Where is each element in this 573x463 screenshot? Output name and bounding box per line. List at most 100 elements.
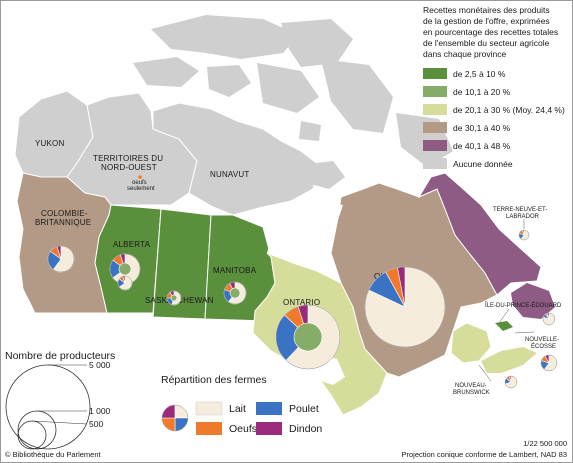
legend-label-30-40: de 30,1 à 40 %	[453, 123, 511, 133]
legend-label-2-10: de 2,5 à 10 %	[453, 69, 506, 79]
label-bc-1: COLOMBIE-	[41, 209, 88, 218]
label-nl-1: TERRE-NEUVE-ET-	[493, 207, 547, 213]
farm-legend: Répartition des fermes Lait Poulet Oeufs…	[161, 374, 322, 435]
label-nwt-2: NORD-OUEST	[101, 163, 157, 172]
pie-outline	[166, 290, 182, 306]
producers-500: 500	[89, 419, 103, 429]
swatch-oeufs	[196, 422, 222, 435]
pie-outline	[364, 266, 446, 348]
legend-title-5: dans chaque province	[423, 49, 506, 59]
swatch-10-20	[423, 86, 447, 97]
arctic-island	[207, 65, 251, 97]
pie-quebec	[364, 266, 446, 348]
legend-title-2: de la gestion de l'offre, exprimées	[423, 16, 550, 26]
label-nwt-1: TERRITOIRES DU	[93, 154, 163, 163]
swatch-lait	[195, 401, 223, 416]
legend-title-1: Recettes monétaires des produits	[423, 5, 550, 15]
label-nwt-note-1: oeufs	[132, 180, 147, 186]
label-nwt-note-2: seulement	[127, 186, 155, 192]
arctic-island	[133, 57, 199, 87]
region-pei	[495, 321, 513, 331]
share-legend: Recettes monétaires des produits de la g…	[423, 5, 565, 169]
legend-label-10-20: de 10,1 à 20 %	[453, 87, 511, 97]
label-yukon: YUKON	[35, 139, 64, 148]
arctic-island	[257, 63, 319, 113]
producers-1000: 1 000	[89, 406, 111, 416]
circle-1000	[17, 410, 57, 450]
pie-outline	[518, 229, 530, 241]
pie-alberta-small	[117, 275, 133, 291]
legend-lait: Lait	[229, 403, 246, 415]
producers-legend-title: Nombre de producteurs	[5, 350, 115, 362]
farm-legend-title: Répartition des fermes	[161, 374, 267, 386]
label-pei: ÎLE-DU-PRINCE-ÉDOUARD	[484, 302, 562, 309]
projection: Projection conique conforme de Lambert, …	[401, 450, 567, 459]
label-ontario: ONTARIO	[283, 298, 320, 307]
region-nb	[450, 322, 492, 364]
region-labrador	[417, 172, 542, 296]
pie-nl	[518, 229, 530, 241]
pie-manitoba	[223, 281, 247, 305]
arctic-island	[321, 59, 393, 133]
leader-lines	[478, 219, 535, 382]
label-nl-2: LABRADOR	[506, 214, 540, 220]
pie-outline	[47, 245, 75, 273]
circle-500	[17, 420, 47, 450]
swatch-40-48	[423, 140, 447, 151]
pie-saskatchewan	[166, 290, 182, 306]
pie-outline	[542, 312, 556, 326]
pie-hole	[293, 322, 323, 352]
legend-title-4: de l'ensemble du secteur agricole	[423, 38, 550, 48]
eggs-marker-nwt	[138, 175, 142, 179]
legend-poulet: Poulet	[289, 403, 319, 415]
arctic-island	[151, 15, 299, 59]
producers-legend: Nombre de producteurs 5 000 1 000 500	[5, 350, 115, 450]
pie-hole	[118, 262, 132, 276]
pie-bc	[47, 245, 75, 273]
pie-pei	[542, 312, 556, 326]
legend-oeufs: Oeufs	[229, 423, 257, 435]
pie-legend-sample	[161, 404, 189, 432]
pie-outline	[275, 304, 341, 370]
pie-hole	[229, 287, 241, 299]
arctic-island	[299, 121, 321, 141]
pie-ontario	[275, 304, 341, 370]
label-nb-1: NOUVEAU-	[455, 383, 487, 389]
legend-label-no-data: Aucune donnée	[453, 159, 513, 169]
pie-ns	[540, 354, 558, 372]
region-ns	[481, 347, 537, 373]
label-ns-2: ÉCOSSE	[531, 343, 556, 350]
arctic-island	[281, 19, 353, 67]
hudson-bay	[263, 201, 343, 283]
swatch-2-10	[423, 68, 447, 79]
swatch-20-30	[423, 104, 447, 115]
label-alberta: ALBERTA	[113, 240, 151, 249]
label-ns-1: NOUVELLE-	[525, 337, 559, 343]
pie-hole	[170, 294, 178, 302]
pie-nb	[504, 375, 518, 389]
label-nb-2: BRUNSWICK	[453, 390, 490, 396]
region-newfoundland	[511, 283, 555, 319]
swatch-no-data	[423, 158, 447, 169]
region-nunavut	[152, 102, 320, 216]
copyright: © Bibliothèque du Parlement	[5, 450, 102, 459]
legend-label-20-30: de 20,1 à 30 % (Moy. 24,4 %)	[453, 105, 565, 115]
label-nunavut: NUNAVUT	[210, 170, 249, 179]
southampton-island	[301, 161, 345, 189]
swatch-dindon	[256, 422, 282, 435]
label-manitoba: MANITOBA	[213, 266, 257, 275]
pie-outline	[540, 354, 558, 372]
swatch-poulet	[256, 402, 282, 415]
pie-outline	[161, 404, 189, 432]
pie-outline	[223, 281, 247, 305]
producers-5000: 5 000	[89, 360, 111, 370]
circle-5000	[5, 364, 91, 450]
provinces	[16, 172, 555, 416]
scale: 1/22 500 000	[523, 439, 567, 448]
pie-outline	[504, 375, 518, 389]
legend-dindon: Dindon	[289, 423, 322, 435]
pie-outline	[117, 275, 133, 291]
swatch-30-40	[423, 122, 447, 133]
